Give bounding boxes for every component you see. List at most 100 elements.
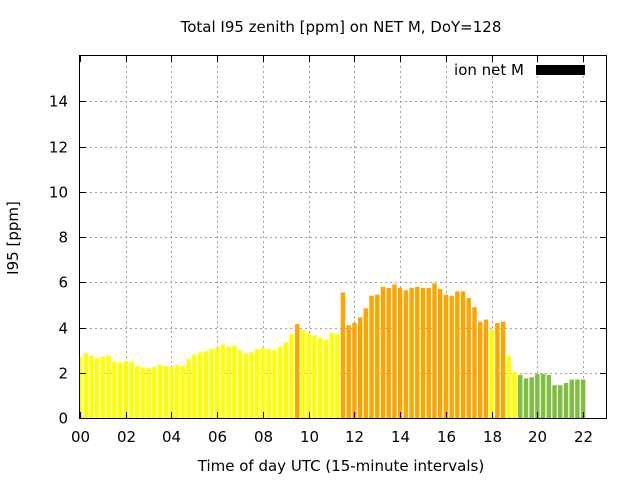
bar bbox=[129, 361, 134, 418]
bar bbox=[563, 382, 569, 418]
bar bbox=[249, 352, 254, 418]
bar bbox=[340, 292, 346, 418]
bar bbox=[163, 365, 168, 418]
bar bbox=[255, 348, 260, 418]
bar bbox=[197, 352, 203, 418]
bar bbox=[283, 342, 289, 418]
y-tick-label: 6 bbox=[58, 274, 68, 292]
bar bbox=[106, 355, 111, 418]
bar bbox=[580, 379, 586, 418]
bar bbox=[529, 377, 534, 418]
bar bbox=[455, 291, 460, 418]
chart-title: Total I95 zenith [ppm] on NET M, DoY=128 bbox=[180, 18, 502, 36]
bar bbox=[89, 355, 94, 418]
bar bbox=[518, 375, 523, 418]
bar bbox=[203, 351, 209, 418]
bar bbox=[392, 284, 397, 418]
bar bbox=[575, 379, 580, 418]
bar bbox=[289, 334, 294, 418]
bar bbox=[117, 362, 123, 418]
x-tick-label: 02 bbox=[117, 428, 136, 446]
bar bbox=[312, 335, 317, 418]
bar bbox=[192, 354, 197, 418]
x-tick-label: 20 bbox=[528, 428, 547, 446]
bar bbox=[306, 333, 311, 418]
bar bbox=[169, 367, 174, 418]
bar bbox=[569, 379, 574, 418]
bar bbox=[477, 321, 483, 418]
bar bbox=[369, 295, 374, 418]
x-tick-label: 10 bbox=[300, 428, 319, 446]
bar bbox=[403, 290, 409, 418]
bar bbox=[112, 361, 117, 418]
bar bbox=[352, 322, 357, 418]
bar bbox=[140, 367, 146, 418]
bar bbox=[540, 373, 546, 418]
bar bbox=[535, 373, 540, 418]
bar bbox=[380, 286, 386, 418]
bar bbox=[523, 378, 529, 418]
bar bbox=[466, 298, 472, 418]
bar bbox=[460, 291, 466, 418]
bar bbox=[375, 294, 380, 418]
bar bbox=[346, 325, 351, 418]
y-tick-label: 10 bbox=[49, 184, 68, 202]
bar bbox=[495, 322, 500, 418]
x-tick-label: 14 bbox=[391, 428, 410, 446]
y-tick-label: 2 bbox=[58, 365, 68, 383]
x-tick-label: 00 bbox=[71, 428, 90, 446]
bar bbox=[546, 375, 552, 418]
bar bbox=[277, 346, 283, 418]
bar-series bbox=[80, 283, 586, 418]
bar bbox=[180, 365, 186, 418]
bar bbox=[363, 308, 369, 418]
x-tick-label: 12 bbox=[345, 428, 364, 446]
bar bbox=[266, 348, 271, 418]
bar bbox=[317, 337, 323, 418]
bar bbox=[432, 283, 437, 418]
bar bbox=[323, 339, 329, 418]
bar bbox=[220, 344, 226, 418]
bar bbox=[483, 319, 489, 418]
bar bbox=[415, 286, 420, 418]
plot-frame bbox=[79, 55, 607, 419]
bar bbox=[472, 307, 477, 418]
x-tick-label: 04 bbox=[162, 428, 181, 446]
legend-label: ion net M bbox=[454, 61, 524, 79]
bar bbox=[512, 371, 517, 418]
grid-lines bbox=[80, 56, 606, 418]
bar bbox=[243, 353, 249, 418]
bar bbox=[94, 358, 100, 418]
x-tick-label: 06 bbox=[208, 428, 227, 446]
x-tick-label: 16 bbox=[437, 428, 456, 446]
bar bbox=[449, 295, 454, 418]
x-tick-label: 08 bbox=[254, 428, 273, 446]
bar bbox=[83, 353, 88, 418]
bar bbox=[552, 385, 557, 418]
bar bbox=[209, 348, 214, 418]
bar bbox=[237, 350, 243, 418]
bar bbox=[386, 287, 391, 418]
bar bbox=[443, 294, 449, 418]
bar bbox=[335, 334, 340, 418]
y-tick-label: 14 bbox=[49, 93, 68, 111]
bar bbox=[300, 329, 306, 418]
bar bbox=[272, 350, 277, 418]
bar bbox=[397, 287, 403, 418]
bar bbox=[426, 287, 431, 418]
y-tick-label: 4 bbox=[58, 320, 68, 338]
y-tick-label: 12 bbox=[49, 139, 68, 157]
x-tick-label: 18 bbox=[483, 428, 502, 446]
bar bbox=[226, 346, 231, 418]
bar bbox=[174, 364, 180, 418]
y-axis-label: I95 [ppm] bbox=[4, 201, 22, 275]
bar bbox=[232, 345, 237, 418]
bar bbox=[329, 333, 334, 418]
bar bbox=[260, 347, 266, 418]
bar bbox=[134, 365, 140, 418]
bar bbox=[152, 367, 157, 418]
bar bbox=[420, 287, 426, 418]
bar bbox=[186, 359, 191, 418]
